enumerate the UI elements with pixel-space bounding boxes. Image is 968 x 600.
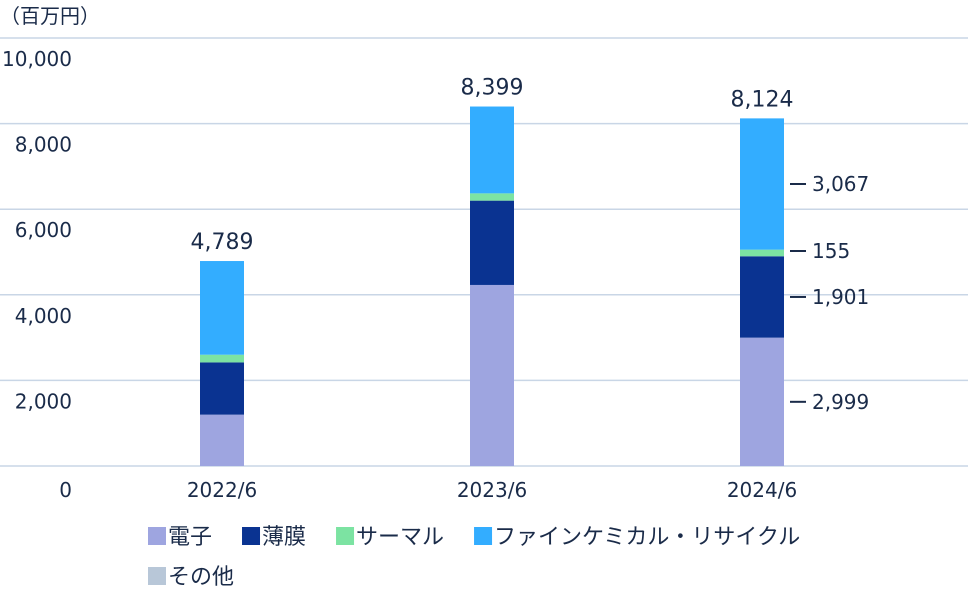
bar-segment (740, 118, 784, 250)
bar-segment (470, 106, 514, 194)
y-tick-label: 4,000 (15, 304, 72, 328)
x-axis-ticks: 2022/6 2023/6 2024/6 (187, 478, 797, 502)
y-axis-ticks: 0 2,000 4,000 6,000 8,000 10,000 (2, 47, 72, 502)
legend-swatch (474, 527, 493, 545)
segment-value-label: 2,999 (812, 390, 869, 414)
legend-label: その他 (168, 565, 234, 590)
y-tick-label: 2,000 (15, 389, 72, 413)
total-label: 8,124 (731, 87, 794, 112)
y-tick-label: 8,000 (15, 133, 72, 157)
x-tick-label: 2024/6 (727, 478, 797, 502)
segment-labels: 2,999 1,901 155 3,067 (790, 172, 869, 414)
legend-label: 電子 (168, 525, 212, 550)
total-labels: 4,789 8,399 8,124 (191, 76, 794, 256)
bar-segment (200, 354, 244, 363)
bar-segment (200, 362, 244, 415)
segment-value-label: 3,067 (812, 172, 869, 196)
legend-swatch (336, 527, 355, 545)
bar-segment (200, 414, 244, 466)
bar-segment (740, 256, 784, 338)
x-tick-label: 2023/6 (457, 478, 527, 502)
segment-value-label: 155 (812, 239, 850, 263)
legend-swatch (148, 527, 166, 545)
legend-label: サーマル (356, 525, 444, 550)
legend-label: ファインケミカル・リサイクル (494, 525, 800, 550)
legend-swatch (242, 527, 261, 545)
segment-value-label: 1,901 (812, 285, 869, 309)
bar-segment (470, 193, 514, 201)
bar-segment (740, 337, 784, 466)
y-tick-label: 6,000 (15, 218, 72, 242)
bars (200, 106, 784, 466)
unit-label: （百万円） (0, 4, 100, 28)
legend-swatch (148, 567, 166, 585)
bar-segment (200, 261, 244, 355)
y-tick-label: 0 (59, 478, 72, 502)
bar-segment (470, 284, 514, 466)
total-label: 4,789 (191, 230, 254, 255)
legend-label: 薄膜 (262, 525, 306, 550)
y-tick-label: 10,000 (2, 47, 72, 71)
total-label: 8,399 (461, 76, 524, 101)
bar-segment (470, 200, 514, 285)
x-tick-label: 2022/6 (187, 478, 257, 502)
bar-segment (740, 249, 784, 257)
